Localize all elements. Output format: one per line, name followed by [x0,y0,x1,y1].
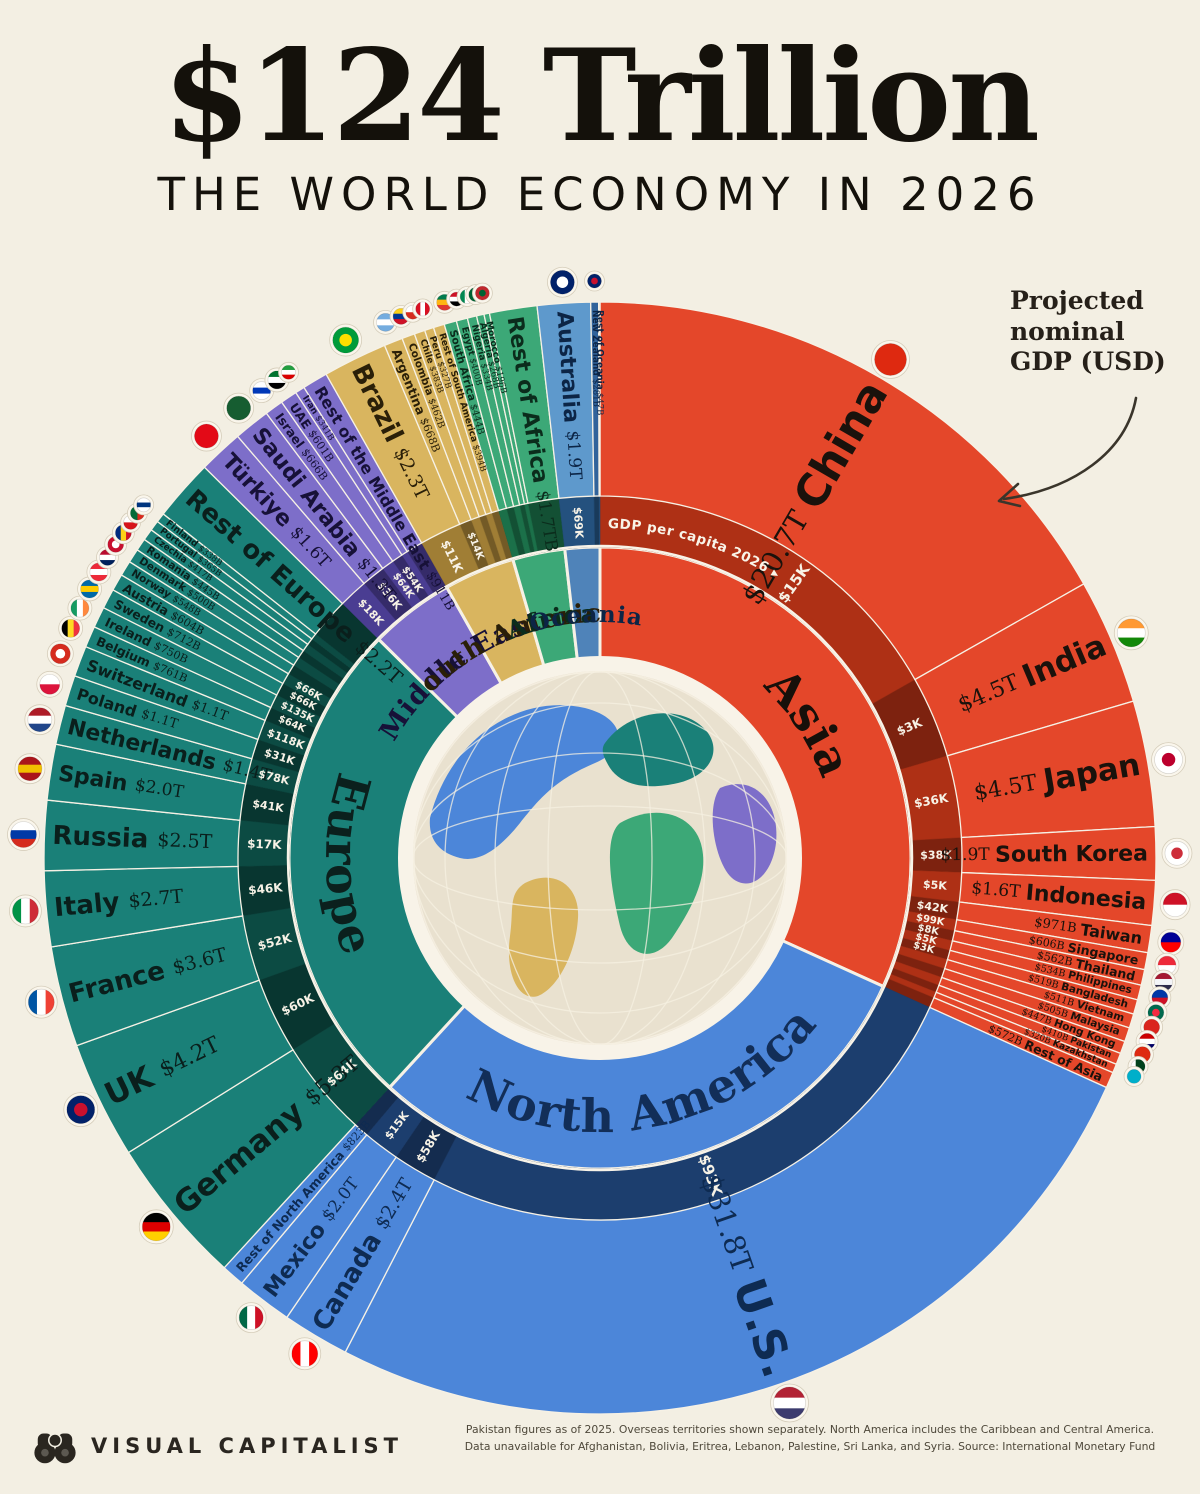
percapita-label-spain: $41K [251,797,285,815]
percapita-label-italy: $46K [248,880,284,897]
percapita-label-south-korea: $38K [920,849,952,862]
percapita-label-taiwan: $42K [916,898,950,916]
percapita-label-philippines: $5K [914,931,939,947]
flag-kazakhstan-icon [1123,1066,1145,1087]
flag-ireland-icon [67,595,93,621]
flag-uk-icon [63,1092,99,1128]
arc-u-s [344,1006,1108,1415]
label-taiwan: $971B Taiwan [1033,913,1143,948]
flag-peru-icon [412,298,434,320]
percapita-label-australia: $69K [571,507,586,540]
percapita-label-japan: $36K [913,791,950,811]
flag-switzerland-icon [46,640,74,668]
inner-ring-divider [398,656,802,1060]
flag-iran-icon [278,361,299,383]
page-title: $124 Trillion [163,22,1040,170]
flag-mexico-icon [235,1302,267,1333]
flag-australia-icon [547,266,578,298]
percapita-label-thailand: $8K [916,922,941,938]
flag-germany-icon [138,1209,174,1245]
annotation-arrow [1002,396,1138,501]
flag-indonesia-icon [1159,889,1191,921]
page-subtitle: THE WORLD ECONOMY IN 2026 [157,168,1043,222]
percapita-label-russia: $17K [247,837,283,852]
continent-ring [287,545,913,1171]
label-new-zealand: New Zealand $281B [590,310,601,407]
footer: VISUAL CAPITALIST Pakistan figures as of… [0,1412,1200,1482]
globe-parallel [413,752,787,964]
arc-china [599,301,1085,681]
brand-name: VISUAL CAPITALIST [91,1434,404,1458]
globe-africa [609,812,704,954]
flag-morocco-icon [471,282,493,304]
globe-meridian [494,671,706,1045]
flag-canada-icon [288,1337,322,1371]
gdp-annotation-line-1: Projected [1010,286,1144,315]
flag-china-icon [871,340,910,379]
label-italy: Italy $2.7T [53,881,185,923]
visual-capitalist-logo-icon [34,1433,76,1464]
globe-asia [712,784,777,884]
arc-rest-of-oceania [598,301,601,497]
globe-outline [413,671,787,1045]
footnotes: Pakistan figures as of 2025. Overseas te… [460,1422,1160,1455]
globe-meridian [547,671,653,1045]
percapita-ring-divider [286,544,914,1172]
percapita-label-indonesia: $5K [922,878,947,893]
globe-parallel [413,805,787,911]
percapita-label-singapore: $99K [915,912,946,928]
flag-russia-icon [7,818,40,851]
label-russia: Russia $2.5T [52,821,213,857]
flag-india-icon [1113,615,1149,651]
label-south-korea: $1.9T South Korea [940,841,1148,868]
flag-netherlands-icon [24,704,56,736]
annotation-arrowhead [997,482,1022,508]
flag-japan-icon [1151,742,1186,778]
flag-belgium-icon [58,615,84,641]
flag-france-icon [24,985,58,1019]
gdp-annotation-line-3: GDP (USD) [1010,347,1166,376]
globe-continents [413,671,787,1045]
flag-brazil-icon [329,323,363,357]
globe-illustration [401,659,799,1057]
gdp-annotation: Projected nominal GDP (USD) [1010,286,1190,378]
globe-south-america [508,877,579,997]
flag-spain-icon [14,753,46,785]
flag-south-korea-icon [1161,837,1193,869]
footnote-line-2: Data unavailable for Afghanistan, Bolivi… [464,1439,1156,1453]
percapita-rest-of-oceania [598,495,601,548]
globe-parallel [413,702,787,1014]
flag-u-s-icon [770,1383,809,1423]
gdp-annotation-line-2: nominal [1010,316,1125,346]
flag-finland-icon [133,494,155,516]
flag-new-zealand-icon [584,270,605,292]
label-rest-of-oceania: Rest of Oceania $47B [594,310,604,415]
flag-saudi-arabia-icon [223,392,255,424]
flag-italy-icon [9,894,42,928]
country-ring [43,301,1157,1415]
brand: VISUAL CAPITALIST [32,1426,403,1466]
percapita-new-zealand [593,495,600,548]
header: $124 Trillion THE WORLD ECONOMY IN 2026 [0,22,1200,222]
flag-taiwan-icon [1157,928,1185,956]
footnote-line-1: Pakistan figures as of 2025. Overseas te… [465,1423,1155,1436]
globe-meridian [444,671,756,1045]
flag-poland-icon [36,670,64,698]
globe-europe [602,713,714,787]
flag-t-rkiye-icon [191,420,222,452]
gdp-per-capita-ring [237,495,963,1221]
